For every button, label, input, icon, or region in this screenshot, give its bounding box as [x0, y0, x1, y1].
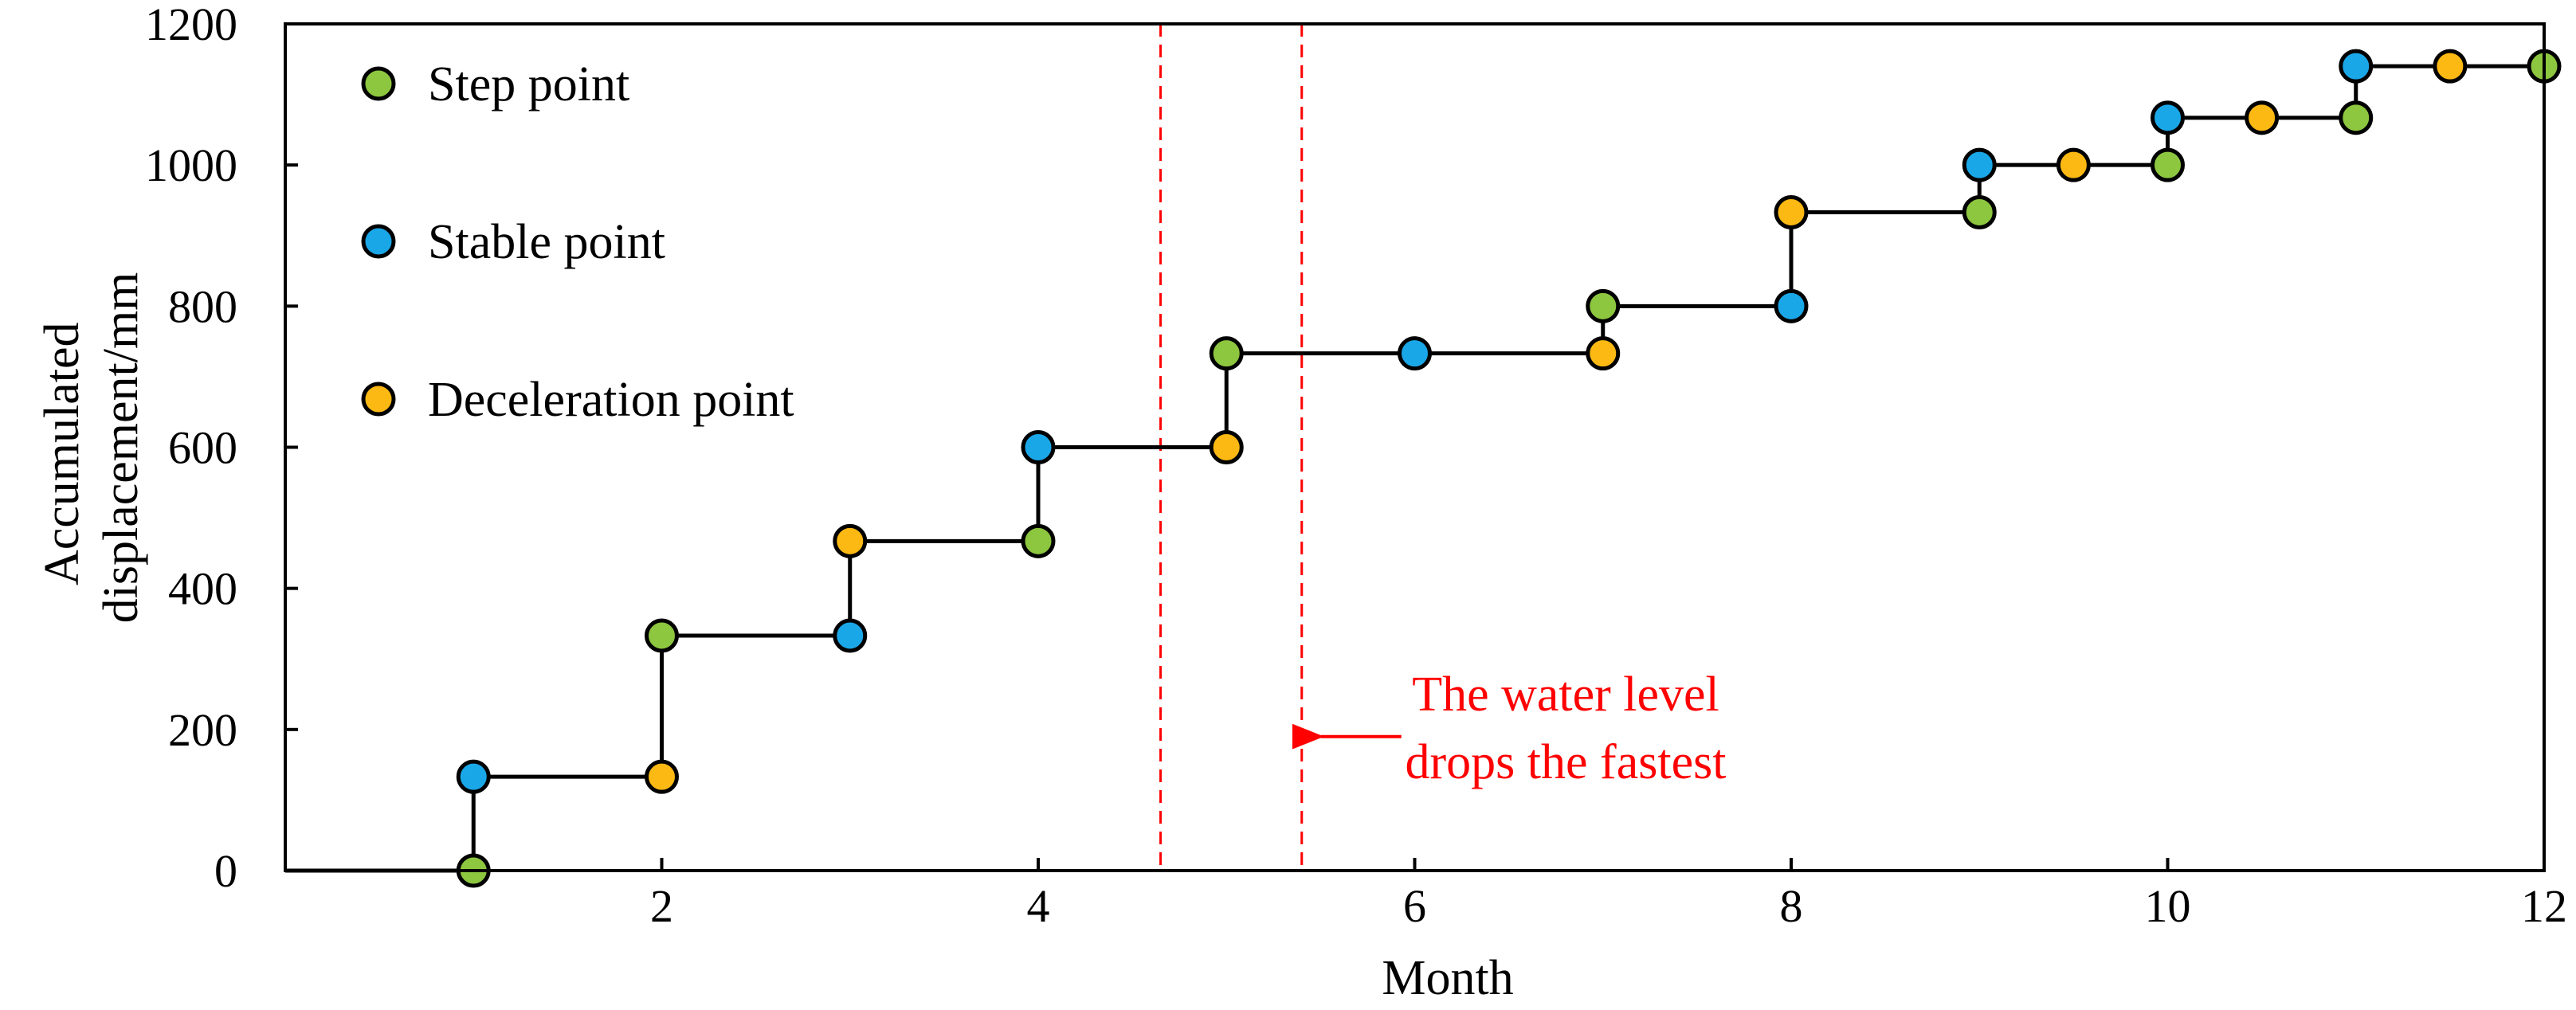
deceleration-point-marker-6: [2056, 147, 2091, 182]
legend: Step point Stable point Deceleration point: [361, 57, 794, 427]
step-point-marker-7: [2151, 147, 2185, 182]
deceleration-point-marker-7: [2245, 100, 2280, 135]
axis-ticks: 2 4 6 8 10 12 0 200 400 600 800 1000 1200: [145, 0, 2567, 932]
stable-point-marker-4: [1398, 336, 1432, 371]
step-point-marker-2: [645, 618, 679, 653]
legend-stable-point-marker: [361, 224, 396, 259]
deceleration-point-marker-8: [2433, 49, 2468, 84]
legend-deceleration-point-marker: [361, 382, 396, 417]
y-tick-label-1000: 1000: [145, 139, 237, 191]
deceleration-point-marker-5: [1774, 195, 1809, 230]
data-points: [456, 49, 2562, 888]
legend-step-point-label: Step point: [428, 57, 629, 112]
annotation-line-1: The water level: [1412, 667, 1719, 722]
y-tick-label-200: 200: [168, 704, 237, 756]
annotation: The water level drops the fastest: [1292, 667, 1727, 789]
deceleration-point-marker-4: [1586, 336, 1621, 371]
stable-point-marker-8: [2339, 49, 2374, 84]
x-tick-label-4: 4: [1027, 880, 1050, 932]
x-axis-title: Month: [1382, 951, 1513, 1005]
stable-point-marker-2: [833, 618, 868, 653]
stable-point-marker-5: [1774, 288, 1809, 323]
y-axis-title: Accumulated displacement/mm: [35, 272, 148, 624]
annotation-line-2: drops the fastest: [1406, 735, 1727, 789]
step-point-marker-6: [1962, 195, 1997, 230]
step-point-marker-5: [1586, 288, 1621, 323]
stable-point-marker-6: [1962, 147, 1997, 182]
x-tick-label-6: 6: [1403, 880, 1426, 932]
y-tick-label-400: 400: [168, 563, 237, 615]
step-point-marker-4: [1209, 336, 1244, 371]
step-point-marker-3: [1021, 523, 1056, 558]
x-tick-label-10: 10: [2145, 880, 2191, 932]
step-point-marker-8: [2339, 100, 2374, 135]
legend-step-point-marker: [361, 66, 396, 101]
deceleration-point-marker-3: [1209, 430, 1244, 464]
x-tick-label-12: 12: [2521, 880, 2567, 932]
y-tick-label-1200: 1200: [145, 0, 237, 50]
x-tick-label-8: 8: [1780, 880, 1803, 932]
legend-deceleration-point-label: Deceleration point: [428, 373, 794, 427]
x-tick-label-2: 2: [650, 880, 673, 932]
stable-point-marker-3: [1021, 430, 1056, 464]
legend-stable-point-label: Stable point: [428, 215, 665, 269]
y-tick-label-0: 0: [214, 845, 237, 897]
stable-point-marker-1: [456, 759, 491, 794]
stable-point-marker-7: [2151, 100, 2185, 135]
y-tick-label-600: 600: [168, 422, 237, 474]
deceleration-point-marker-1: [645, 759, 679, 794]
deceleration-point-marker-2: [833, 523, 868, 558]
y-tick-label-800: 800: [168, 280, 237, 332]
